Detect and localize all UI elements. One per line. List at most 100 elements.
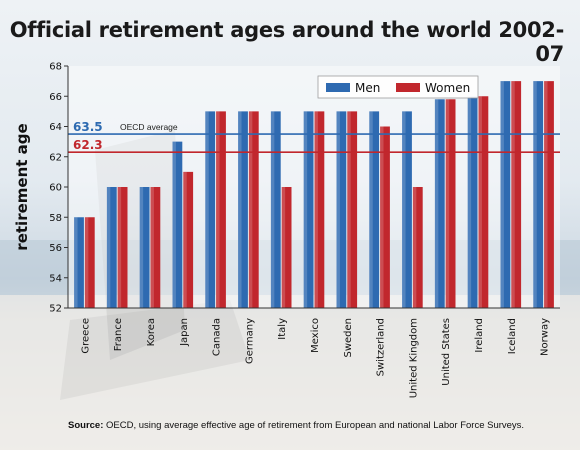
bar-men-ireland xyxy=(467,96,478,308)
source-label: Source: xyxy=(68,420,104,431)
x-tick-label-ireland: Ireland xyxy=(474,318,485,353)
bar-men-iceland xyxy=(500,81,511,308)
bar-fill xyxy=(84,217,95,308)
bar-fill xyxy=(380,126,390,308)
bar-women-korea xyxy=(150,187,161,308)
bar-fill xyxy=(216,111,226,308)
bar-men-korea xyxy=(139,187,150,308)
bar-highlight xyxy=(216,111,220,308)
bar-women-ireland xyxy=(478,96,489,308)
bar-highlight xyxy=(139,187,144,308)
bar-highlight xyxy=(314,111,318,308)
x-tick-label-sweden: Sweden xyxy=(343,318,354,358)
y-tick-label-60: 60 xyxy=(49,183,62,194)
x-tick-label-greece: Greece xyxy=(80,318,91,354)
x-tick-label-norway: Norway xyxy=(540,318,551,356)
bar-women-italy xyxy=(281,187,292,308)
bar-fill xyxy=(248,111,259,308)
bar-highlight xyxy=(150,187,154,308)
bar-highlight xyxy=(402,111,406,308)
bar-fill xyxy=(511,81,522,308)
bar-highlight xyxy=(347,111,351,308)
reference-value-2: 62.3 xyxy=(73,138,103,152)
bar-fill xyxy=(270,111,281,308)
bar-fill xyxy=(478,96,489,308)
bar-highlight xyxy=(467,96,472,308)
bar-men-mexico xyxy=(303,111,314,308)
bar-fill xyxy=(281,187,292,308)
bars xyxy=(74,81,554,309)
x-tick-label-united-kingdom: United Kingdom xyxy=(408,318,419,398)
bar-fill xyxy=(139,187,150,308)
bar-women-united-kingdom xyxy=(412,187,423,308)
bar-fill xyxy=(412,187,423,308)
x-tick-label-korea: Korea xyxy=(146,318,157,346)
bar-highlight xyxy=(248,111,253,308)
x-tick-label-france: France xyxy=(113,318,124,351)
bar-highlight xyxy=(117,187,122,308)
bar-highlight xyxy=(336,111,340,308)
bar-highlight xyxy=(478,96,482,308)
bar-fill xyxy=(172,141,183,308)
bar-men-united-states xyxy=(434,99,445,309)
legend-swatch-women xyxy=(396,83,420,92)
chair-seat-shape xyxy=(60,300,250,400)
bar-highlight xyxy=(511,81,515,308)
y-tick-label-56: 56 xyxy=(49,243,62,254)
bar-women-japan xyxy=(183,171,194,308)
bar-fill xyxy=(347,111,358,308)
bar-men-canada xyxy=(205,111,216,308)
y-tick-label-62: 62 xyxy=(49,152,62,163)
bar-men-norway xyxy=(533,81,544,308)
x-tick-label-germany: Germany xyxy=(244,318,255,364)
x-tick-label-italy: Italy xyxy=(277,318,288,340)
bar-fill xyxy=(314,111,325,308)
bar-fill xyxy=(434,99,445,309)
bar-men-switzerland xyxy=(369,111,380,308)
bar-highlight xyxy=(544,81,548,308)
reference-lines: 63.5 OECD average 62.3 xyxy=(68,120,560,154)
bar-highlight xyxy=(205,111,209,308)
bar-fill xyxy=(303,111,314,308)
bar-women-norway xyxy=(544,81,554,308)
y-tick-label-54: 54 xyxy=(49,273,62,284)
bar-highlight xyxy=(84,217,89,308)
bar-fill xyxy=(445,99,456,309)
bar-highlight xyxy=(270,111,275,308)
source-text: OECD, using average effective age of ret… xyxy=(106,420,525,431)
bar-highlight xyxy=(106,187,111,308)
bar-men-japan xyxy=(172,141,183,308)
x-tick-label-switzerland: Switzerland xyxy=(376,318,387,376)
bar-women-iceland xyxy=(511,81,522,308)
reference-caption-1: OECD average xyxy=(120,122,178,132)
bar-highlight xyxy=(238,111,242,308)
bar-fill xyxy=(336,111,347,308)
x-tick-label-japan: Japan xyxy=(179,318,190,347)
bar-women-switzerland xyxy=(380,126,390,308)
bar-fill xyxy=(402,111,412,308)
bar-men-greece xyxy=(74,217,84,308)
bar-men-france xyxy=(106,187,117,308)
plot-area xyxy=(68,66,560,308)
beach-band xyxy=(0,295,580,450)
plot-background xyxy=(68,66,560,308)
bar-women-france xyxy=(117,187,128,308)
bar-highlight xyxy=(172,141,176,308)
backdrop-image xyxy=(0,130,580,450)
y-tick-label-68: 68 xyxy=(49,62,62,73)
bar-fill xyxy=(205,111,216,308)
bar-fill xyxy=(106,187,117,308)
bar-highlight xyxy=(369,111,373,308)
bar-highlight xyxy=(183,171,187,308)
bar-highlight xyxy=(74,217,78,308)
bar-men-sweden xyxy=(336,111,347,308)
bar-women-canada xyxy=(216,111,226,308)
legend-label-men: Men xyxy=(355,81,380,95)
source-note: Source: OECD, using average effective ag… xyxy=(68,420,568,431)
bar-fill xyxy=(467,96,478,308)
bar-fill xyxy=(369,111,380,308)
legend: Men Women xyxy=(317,75,479,99)
bar-fill xyxy=(533,81,544,308)
bar-fill xyxy=(74,217,84,308)
